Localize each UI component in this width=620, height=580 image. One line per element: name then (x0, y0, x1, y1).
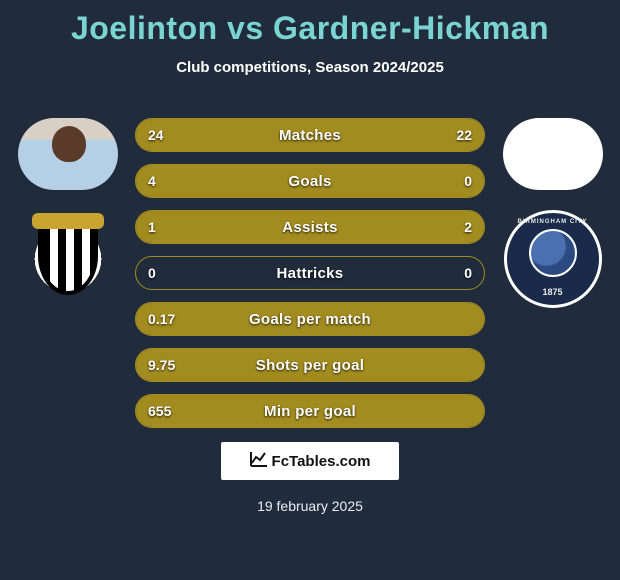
subtitle: Club competitions, Season 2024/2025 (0, 59, 620, 76)
left-player-column (10, 118, 125, 308)
bar-label: Min per goal (136, 395, 484, 427)
bar-label: Hattricks (136, 257, 484, 289)
stat-bar: 00Hattricks (135, 256, 485, 290)
bcfc-ring-text: BIRMINGHAM CITY (507, 219, 599, 225)
left-player-photo (18, 118, 118, 190)
stat-bar: 9.75Shots per goal (135, 348, 485, 382)
page-title: Joelinton vs Gardner-Hickman (0, 0, 620, 47)
stat-bar: 40Goals (135, 164, 485, 198)
bar-label: Goals (136, 165, 484, 197)
stat-bar: 655Min per goal (135, 394, 485, 428)
stat-bar: 12Assists (135, 210, 485, 244)
right-player-column: BIRMINGHAM CITY 1875 (495, 118, 610, 308)
comparison-bars: 2422Matches 40Goals 12Assists 00Hattricks 0.… (135, 118, 485, 428)
date-label: 19 february 2025 (0, 498, 620, 514)
right-player-photo (503, 118, 603, 190)
bar-label: Shots per goal (136, 349, 484, 381)
right-club-badge: BIRMINGHAM CITY 1875 (504, 210, 602, 308)
bcfc-year: 1875 (507, 287, 599, 297)
fctables-label: FcTables.com (272, 453, 371, 470)
fctables-badge: FcTables.com (221, 442, 399, 480)
stat-bar: 2422Matches (135, 118, 485, 152)
bar-label: Matches (136, 119, 484, 151)
bar-label: Goals per match (136, 303, 484, 335)
stat-bar: 0.17Goals per match (135, 302, 485, 336)
bcfc-globe-icon (529, 229, 577, 277)
left-club-badge (19, 210, 117, 308)
bar-label: Assists (136, 211, 484, 243)
chart-icon (250, 451, 268, 471)
nufc-shield-icon (38, 223, 98, 295)
